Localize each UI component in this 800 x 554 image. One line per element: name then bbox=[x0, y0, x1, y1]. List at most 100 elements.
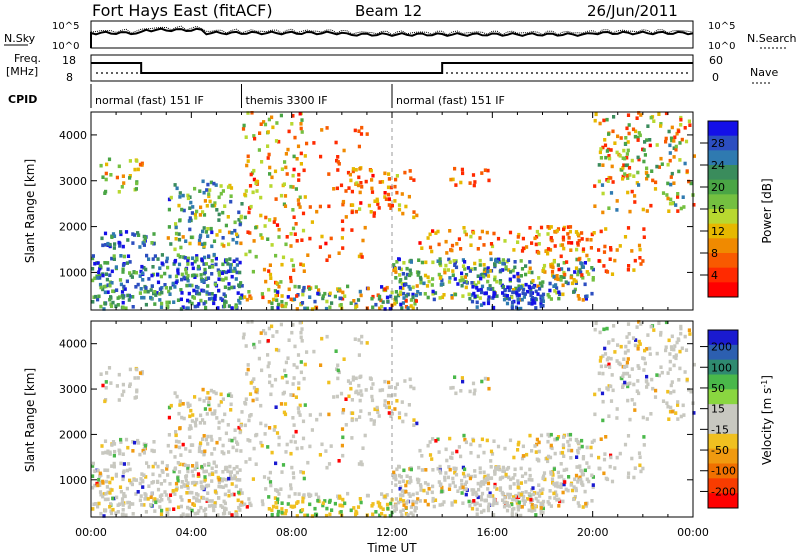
velocity-cell bbox=[423, 499, 427, 503]
power-cell bbox=[268, 165, 272, 170]
power-cell bbox=[335, 158, 339, 163]
velocity-cell bbox=[684, 348, 689, 352]
power-cell bbox=[519, 285, 523, 289]
velocity-cell bbox=[121, 508, 125, 512]
velocity-cell bbox=[264, 423, 268, 428]
power-cell bbox=[483, 273, 488, 277]
power-cell bbox=[493, 277, 497, 282]
power-cell bbox=[623, 141, 628, 146]
velocity-cell bbox=[430, 457, 434, 461]
velocity-cell bbox=[188, 414, 192, 419]
velocity-cell bbox=[267, 361, 271, 365]
velocity-cell bbox=[400, 513, 404, 517]
velocity-cell bbox=[110, 488, 114, 492]
velocity-cell bbox=[463, 474, 467, 479]
power-cell bbox=[403, 170, 407, 175]
velocity-cell bbox=[203, 478, 207, 482]
velocity-cell bbox=[572, 497, 576, 502]
power-cell bbox=[140, 163, 144, 167]
velocity-cell bbox=[196, 474, 200, 478]
power-cell bbox=[593, 204, 597, 208]
power-cell bbox=[448, 276, 452, 280]
power-cell bbox=[495, 259, 499, 264]
power-cell bbox=[202, 262, 206, 266]
power-cell bbox=[669, 175, 673, 179]
velocity-cell bbox=[308, 502, 312, 507]
velocity-cell bbox=[91, 461, 95, 466]
velocity-cell bbox=[598, 330, 602, 335]
power-cell bbox=[229, 267, 233, 271]
velocity-cell bbox=[237, 418, 241, 423]
power-cell bbox=[562, 227, 566, 232]
power-cell bbox=[505, 301, 510, 306]
power-cell bbox=[193, 186, 197, 191]
power-cell bbox=[222, 292, 226, 296]
velocity-cell bbox=[606, 387, 610, 392]
power-cell bbox=[398, 273, 402, 277]
power-cell bbox=[229, 199, 233, 204]
velocity-cell bbox=[298, 403, 302, 408]
power-cell bbox=[268, 172, 272, 176]
power-cell bbox=[482, 263, 486, 267]
velocity-cell bbox=[551, 473, 555, 477]
power-cell bbox=[570, 241, 574, 245]
power-cell bbox=[486, 287, 490, 291]
power-cell bbox=[548, 248, 553, 252]
velocity-cell bbox=[519, 492, 523, 497]
power-cell bbox=[121, 174, 125, 178]
velocity-cell bbox=[419, 488, 423, 492]
power-cell bbox=[219, 184, 223, 188]
velocity-cell bbox=[525, 452, 529, 457]
power-cell bbox=[376, 202, 380, 206]
power-cell bbox=[463, 267, 467, 271]
power-cell bbox=[114, 265, 118, 269]
velocity-cell bbox=[348, 381, 352, 385]
power-cell bbox=[252, 168, 256, 173]
velocity-cell bbox=[478, 443, 482, 448]
velocity-cell bbox=[104, 450, 108, 455]
power-cell bbox=[366, 286, 370, 291]
velocity-cell bbox=[270, 512, 274, 517]
velocity-cell bbox=[159, 512, 164, 516]
velocity-cell bbox=[532, 492, 536, 497]
power-cell bbox=[181, 305, 185, 309]
power-cell bbox=[562, 275, 566, 279]
velocity-cell bbox=[495, 467, 499, 471]
power-cell bbox=[320, 128, 324, 132]
power-cell bbox=[486, 266, 490, 270]
velocity-cell bbox=[140, 478, 145, 483]
power-cell bbox=[636, 170, 640, 175]
velocity-cell bbox=[269, 483, 273, 488]
power-cell bbox=[557, 267, 561, 272]
power-cell bbox=[530, 296, 534, 300]
power-cell bbox=[493, 263, 497, 268]
power-cell bbox=[666, 162, 670, 167]
power-cell bbox=[202, 301, 206, 306]
power-cell bbox=[199, 233, 203, 238]
velocity-cell bbox=[546, 439, 550, 444]
power-cell bbox=[270, 175, 274, 180]
power-cell bbox=[605, 149, 609, 153]
power-cell bbox=[101, 175, 105, 179]
velocity-cell bbox=[541, 499, 546, 504]
power-cell bbox=[659, 124, 663, 128]
velocity-cell bbox=[497, 465, 501, 469]
velocity-cell bbox=[97, 477, 101, 482]
power-cell bbox=[517, 284, 521, 288]
power-cell bbox=[557, 296, 561, 301]
velocity-cell bbox=[144, 510, 148, 514]
power-cell bbox=[151, 265, 155, 269]
velocity-cell bbox=[152, 449, 156, 454]
colorbar-tick-label: 8 bbox=[711, 247, 718, 260]
colorbar-tick-label: -100 bbox=[711, 465, 736, 478]
velocity-cell bbox=[356, 391, 361, 396]
power-cell bbox=[468, 296, 472, 301]
power-cell bbox=[562, 261, 566, 265]
power-cell bbox=[204, 230, 208, 234]
power-cell bbox=[561, 292, 565, 297]
power-cell bbox=[638, 133, 642, 138]
power-cell bbox=[297, 285, 301, 289]
velocity-cell bbox=[212, 447, 217, 451]
velocity-cell bbox=[190, 490, 194, 495]
velocity-cell bbox=[227, 493, 231, 498]
